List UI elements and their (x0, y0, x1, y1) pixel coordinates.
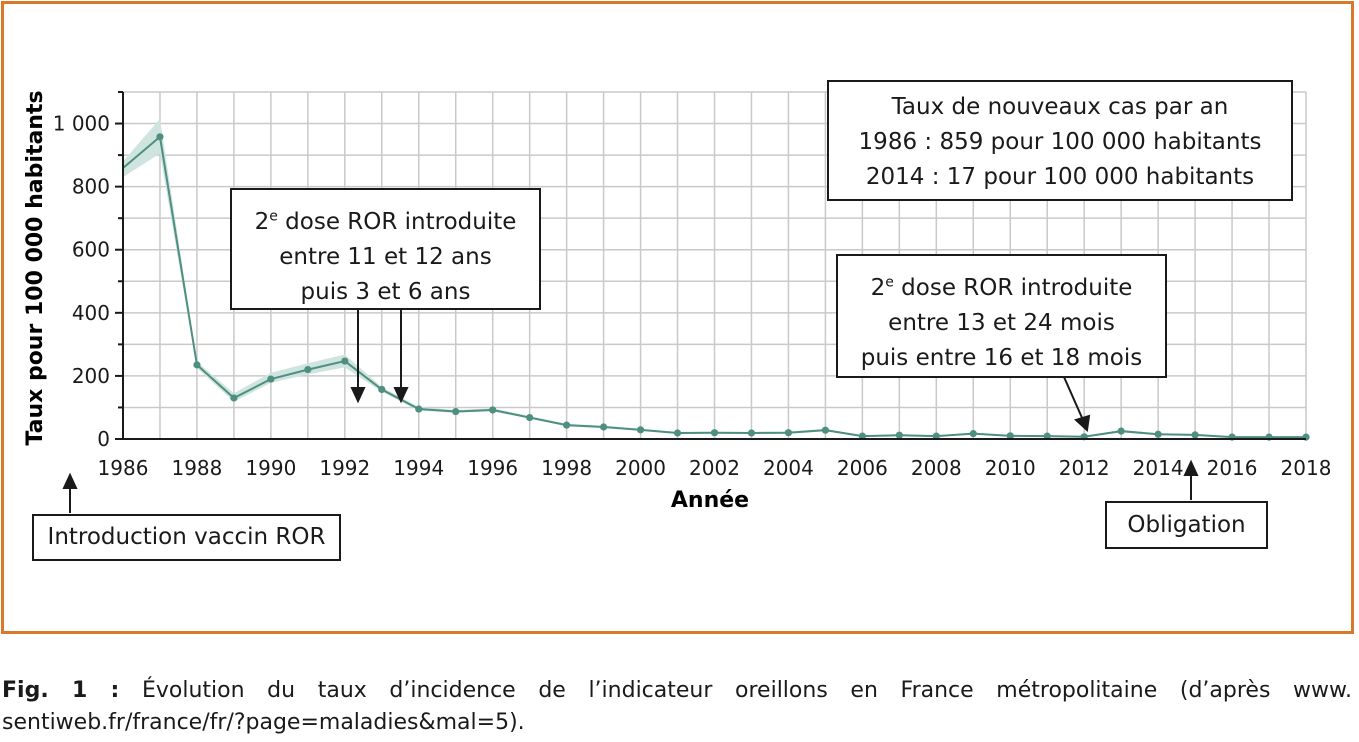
data-point (1006, 432, 1014, 440)
dose-2-line-1: 2e dose ROR introduite (870, 274, 1133, 301)
data-point (230, 394, 238, 402)
dose-1-line-3: puis 3 et 6 ans (300, 278, 471, 305)
annotation-dose-1: 2e dose ROR introduite entre 11 et 12 an… (230, 188, 541, 310)
x-tick-label: 1996 (467, 456, 518, 480)
data-point (341, 357, 349, 365)
annotation-arrows (62, 309, 1199, 513)
x-tick-label: 2018 (1281, 456, 1332, 480)
rates-line-3: 2014 : 17 pour 100 000 habitants (865, 164, 1255, 190)
data-point (710, 429, 719, 437)
x-tick-label: 1998 (541, 456, 592, 480)
y-tick-label: 600 (72, 238, 110, 262)
annotation-rates: Taux de nouveaux cas par an 1986 : 859 p… (827, 80, 1293, 201)
x-tick-label: 1990 (245, 456, 296, 480)
annotation-obligation: Obligation (1105, 501, 1268, 549)
data-point (895, 431, 903, 439)
x-tick-label: 2006 (837, 456, 888, 480)
dose-1-line-2: entre 11 et 12 ans (279, 243, 492, 270)
y-tick-label: 400 (72, 301, 110, 325)
y-tick-label: 0 (97, 427, 110, 451)
y-tick-label: 1 000 (53, 112, 110, 136)
data-point (784, 429, 793, 437)
data-point (636, 426, 645, 434)
y-tick-labels: 0 200 400 600 800 1 000 (53, 112, 110, 451)
data-point (304, 366, 312, 374)
figure-frame (1, 1, 1354, 634)
dose-2-line-2: entre 13 et 24 mois (888, 309, 1115, 336)
data-point (821, 426, 830, 434)
x-tick-label: 2004 (763, 456, 814, 480)
x-tick-label: 2000 (615, 456, 666, 480)
data-point (858, 432, 866, 440)
data-point (378, 385, 386, 394)
rates-line-1: Taux de nouveaux cas par an (891, 94, 1229, 120)
x-tick-label: 1994 (393, 456, 444, 480)
x-tick-label: 2014 (1133, 456, 1184, 480)
x-tick-label: 2002 (689, 456, 740, 480)
data-point (932, 432, 940, 440)
dose-2-line-3: puis entre 16 et 18 mois (860, 344, 1143, 371)
x-tick-labels: 1986 1988 1990 1992 1994 1996 1998 2000 2002 2004… (98, 456, 1332, 480)
annotation-intro: Introduction vaccin ROR (32, 514, 341, 561)
dose-1-line-1: 2e dose ROR introduite (254, 208, 517, 235)
annotation-dose-2: 2e dose ROR introduite entre 13 et 24 mo… (836, 254, 1167, 378)
data-point (969, 430, 977, 438)
data-point (563, 421, 571, 429)
x-tick-label: 2010 (985, 456, 1036, 480)
data-point (452, 407, 460, 416)
x-tick-label: 1986 (98, 456, 149, 480)
x-tick-label: 2008 (911, 456, 962, 480)
data-point (747, 429, 756, 437)
data-point (673, 429, 682, 437)
data-point (1154, 430, 1162, 438)
y-axis-label: Taux pour 100 000 habitants (23, 90, 48, 445)
caption-label: Fig. 1 : (2, 678, 120, 703)
y-tick-label: 800 (72, 175, 110, 199)
data-point (1191, 431, 1199, 439)
x-axis-label: Année (671, 488, 749, 513)
chart-axes (115, 91, 1306, 440)
data-point (526, 413, 534, 422)
data-point (156, 133, 164, 141)
caption-text: Évolution du taux d’incidence de l’indic… (2, 678, 1352, 735)
data-point (599, 423, 608, 431)
x-tick-label: 1988 (171, 456, 222, 480)
data-point (1043, 432, 1051, 440)
data-point (489, 406, 497, 414)
figure-caption: Fig. 1 : Évolution du taux d’incidence d… (2, 675, 1352, 739)
data-point (1117, 427, 1125, 435)
data-point (415, 405, 423, 413)
y-tick-label: 200 (72, 364, 110, 388)
x-tick-label: 2012 (1059, 456, 1110, 480)
x-tick-label: 1992 (319, 456, 370, 480)
data-point (193, 361, 201, 369)
data-point (267, 375, 275, 383)
x-tick-label: 2016 (1207, 456, 1258, 480)
rates-line-2: 1986 : 859 pour 100 000 habitants (858, 129, 1262, 155)
